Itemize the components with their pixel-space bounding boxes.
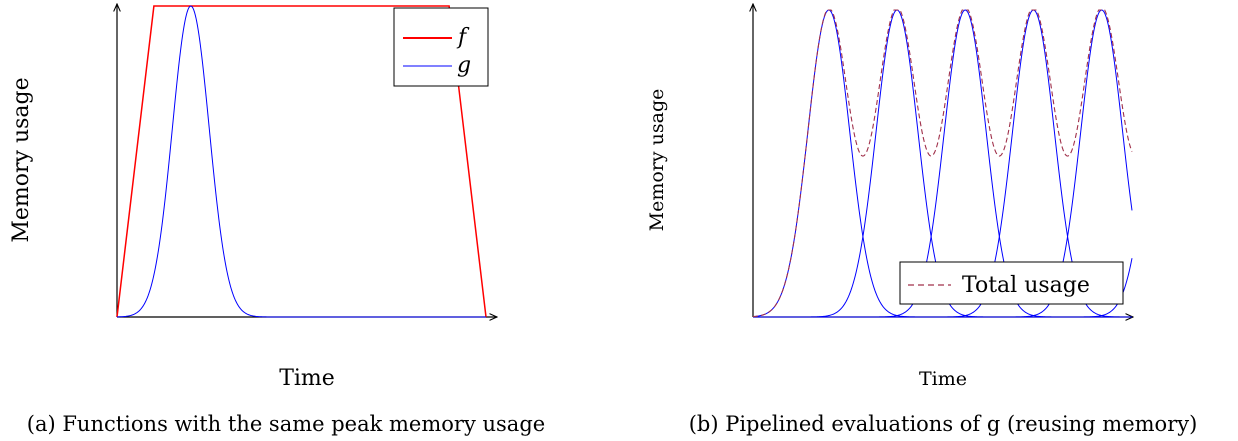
chart-b-ylabel: Memory usage: [646, 89, 668, 232]
series-g-line: [116, 5, 486, 318]
chart-a-legend: f g: [393, 7, 489, 87]
legend-g-label: g: [457, 53, 471, 78]
chart-a: f g Time Memory usage (a) Functions with…: [9, 4, 545, 436]
chart-b-caption: (b) Pipelined evaluations of g (reusing …: [689, 412, 1198, 436]
evaluation-curve-6: [753, 258, 1133, 318]
total-usage-line: [752, 9, 1133, 318]
chart-b: Total usage Time Memory usage (b) Pipeli…: [646, 4, 1197, 436]
legend-total-label: Total usage: [962, 273, 1090, 298]
chart-b-legend: Total usage: [899, 261, 1124, 305]
chart-b-xlabel: Time: [919, 368, 967, 390]
chart-a-caption: (a) Functions with the same peak memory …: [27, 412, 545, 436]
series-f-line: [116, 5, 487, 318]
chart-a-xlabel: Time: [279, 366, 335, 391]
chart-a-ylabel: Memory usage: [9, 77, 34, 242]
